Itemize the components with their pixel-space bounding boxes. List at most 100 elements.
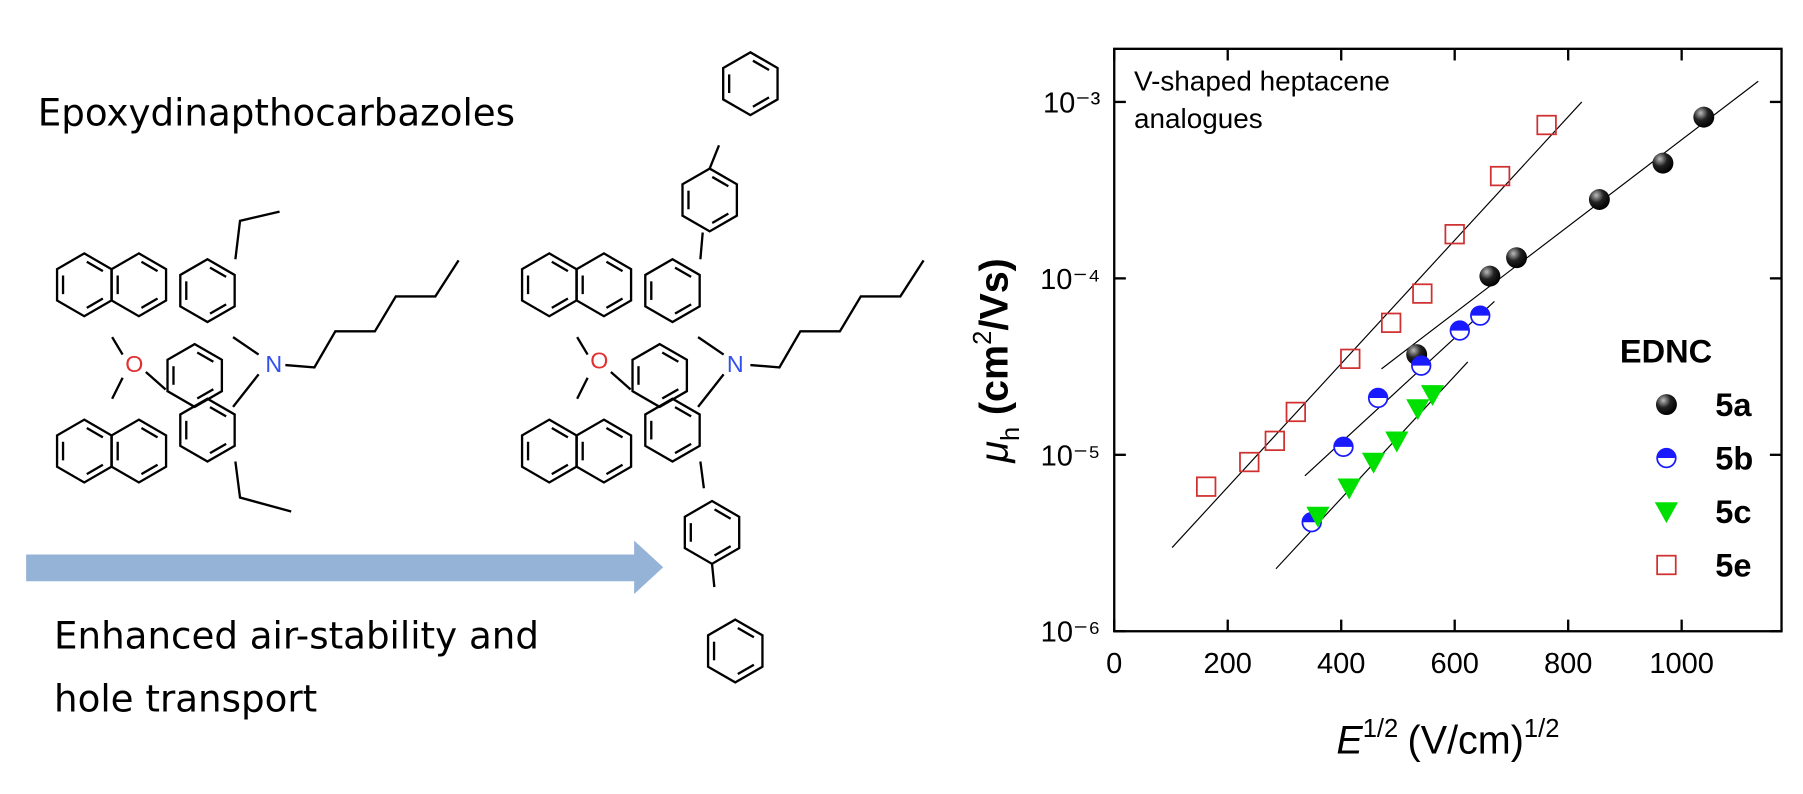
- legend-label: 5a: [1715, 387, 1752, 423]
- marker-shape: [1506, 247, 1528, 269]
- alkyl-chain: [285, 259, 460, 369]
- legend-marker: [1656, 554, 1677, 576]
- ring: [644, 397, 701, 463]
- atom-label: O: [125, 351, 143, 377]
- double-bond: [713, 508, 732, 520]
- point: [1285, 401, 1306, 423]
- double-bond: [661, 351, 679, 363]
- point: [1337, 478, 1361, 500]
- ring: [110, 418, 168, 484]
- y-label-unit: /Vs): [972, 258, 1016, 330]
- ring: [520, 252, 578, 318]
- legend-marker: [1656, 447, 1677, 469]
- y-label-sub: h: [997, 427, 1025, 441]
- double-bond: [196, 351, 214, 363]
- legend-label: 5e: [1715, 548, 1751, 584]
- bond: [111, 336, 124, 356]
- marker-shape: [1656, 554, 1677, 576]
- marker-shape: [1385, 431, 1409, 453]
- double-bond: [209, 303, 227, 315]
- double-bond: [209, 406, 227, 418]
- bond: [145, 371, 167, 391]
- y-tick-label: 10⁻⁶: [1041, 617, 1101, 649]
- bond: [610, 371, 632, 391]
- point: [1239, 451, 1260, 473]
- atom-label: O: [590, 348, 608, 374]
- marker-shape: [1368, 388, 1388, 398]
- point: [1367, 387, 1389, 409]
- point: [1380, 312, 1402, 333]
- double-bond: [605, 463, 624, 476]
- marker-shape: [1264, 430, 1285, 452]
- ring: [179, 257, 236, 324]
- point: [1333, 436, 1354, 457]
- fit-line: [1381, 80, 1759, 370]
- ring: [55, 252, 113, 318]
- plot-frame: [1113, 47, 1783, 633]
- legend-marker: [1654, 502, 1679, 524]
- atom-bg: [588, 347, 610, 374]
- bond: [111, 377, 124, 400]
- double-bond: [737, 626, 755, 639]
- double-bond: [196, 388, 214, 400]
- double-bond: [661, 388, 679, 400]
- legend-label: 5b: [1715, 441, 1753, 477]
- double-bond: [737, 663, 755, 676]
- point: [1340, 348, 1361, 369]
- marker-shape: [1536, 114, 1557, 136]
- marker-shape: [1652, 152, 1674, 174]
- point: [1385, 431, 1409, 453]
- marker-shape: [1337, 478, 1361, 500]
- double-bond: [86, 297, 104, 309]
- legend-marker: [1655, 394, 1677, 416]
- atom-label: N: [727, 351, 744, 377]
- double-bond: [140, 297, 159, 309]
- marker-shape: [1489, 165, 1511, 187]
- double-bond: [86, 427, 104, 439]
- marker-shape: [1239, 451, 1260, 473]
- ring: [166, 342, 224, 409]
- double-bond: [551, 260, 569, 273]
- point: [1406, 399, 1430, 421]
- double-bond: [713, 545, 732, 557]
- double-bond: [140, 427, 159, 439]
- point: [1588, 189, 1610, 210]
- ring: [520, 418, 578, 484]
- point: [1652, 152, 1674, 174]
- double-bond: [209, 442, 227, 455]
- ring: [644, 257, 701, 324]
- ring: [110, 252, 168, 318]
- legend-title: EDNC: [1620, 334, 1712, 370]
- x-label-sup: 1/2: [1363, 715, 1399, 743]
- double-bond: [551, 427, 569, 439]
- double-bond: [86, 463, 104, 476]
- bond: [576, 377, 589, 400]
- fit-line: [1171, 101, 1583, 548]
- marker-shape: [1406, 399, 1430, 421]
- marker-shape: [1588, 189, 1610, 210]
- marker-shape: [1479, 265, 1501, 287]
- point: [1306, 506, 1330, 528]
- point: [1361, 452, 1386, 474]
- marker-shape: [1444, 224, 1465, 245]
- point: [1444, 224, 1465, 245]
- double-bond: [711, 175, 729, 188]
- legend-label: 5c: [1715, 494, 1751, 530]
- arrow: [26, 540, 664, 595]
- atom-bg: [123, 351, 145, 377]
- marker-shape: [1655, 394, 1677, 416]
- y-tick-label: 10⁻⁴: [1040, 264, 1100, 296]
- bond: [697, 373, 725, 408]
- marker-shape: [1380, 312, 1402, 333]
- marker-shape: [1412, 283, 1433, 304]
- marker-shape: [1470, 306, 1490, 316]
- double-bond: [605, 297, 624, 309]
- x-tick-label: 200: [1203, 648, 1251, 680]
- double-bond: [140, 260, 159, 273]
- x-label-sup: 1/2: [1524, 715, 1560, 743]
- marker-shape: [1420, 385, 1445, 407]
